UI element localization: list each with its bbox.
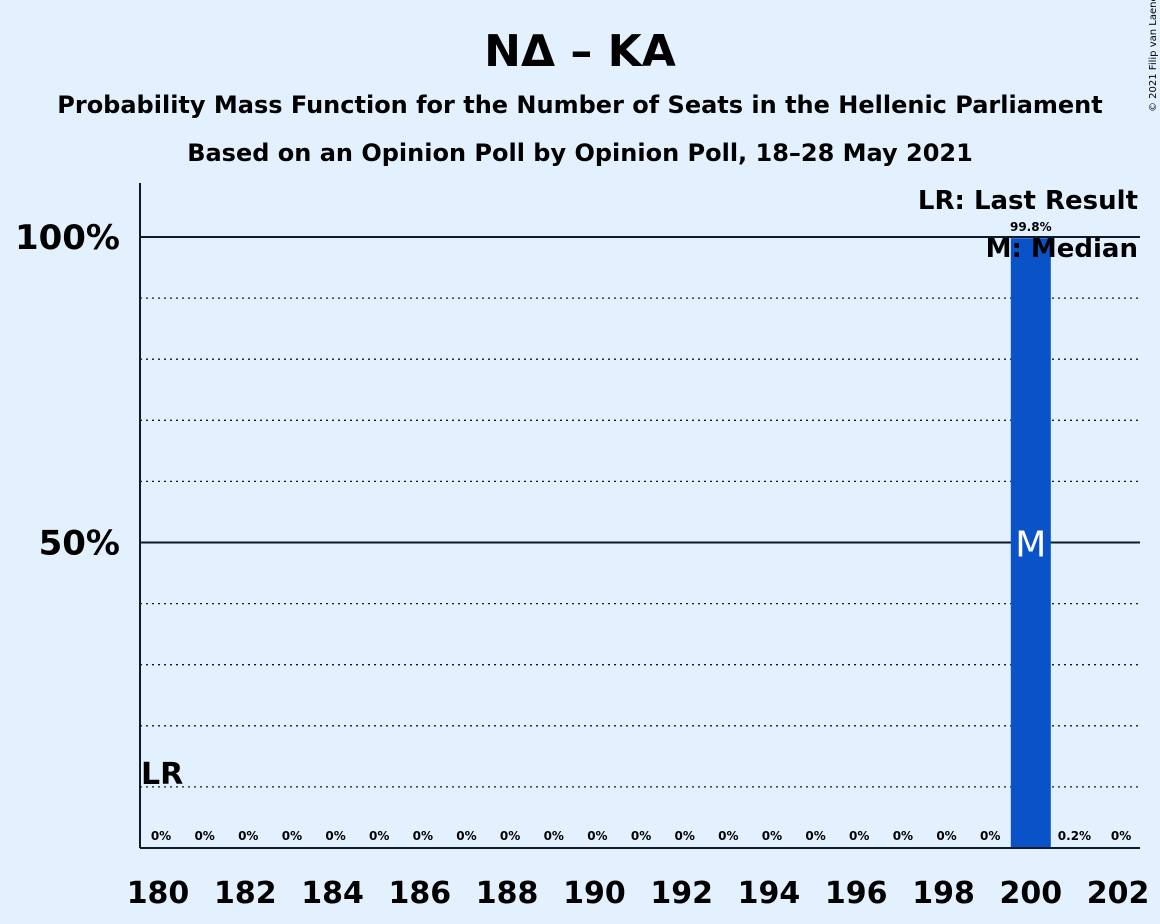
bar-label-193: 0% xyxy=(718,829,738,843)
bar-label-187: 0% xyxy=(456,829,476,843)
bar-label-180: 0% xyxy=(151,829,171,843)
bar-label-201: 0.2% xyxy=(1058,829,1091,843)
chart-source: Based on an Opinion Poll by Opinion Poll… xyxy=(187,139,973,167)
median-marker: M xyxy=(1015,525,1046,566)
bar-label-198: 0% xyxy=(936,829,956,843)
bar-label-194: 0% xyxy=(762,829,782,843)
bar-label-192: 0% xyxy=(674,829,694,843)
last-result-marker: LR xyxy=(141,757,183,792)
x-tick-label-190: 190 xyxy=(563,876,626,911)
chart-subtitle: Probability Mass Function for the Number… xyxy=(57,91,1102,119)
bar-label-182: 0% xyxy=(238,829,258,843)
x-axis-ticks: 180 182 184 186 188 190 192 194 196 198 200 202 xyxy=(127,876,1150,911)
x-tick-label-180: 180 xyxy=(127,876,190,911)
y-tick-label-50: 50% xyxy=(39,524,120,564)
bar-value-labels: 0% 0% 0% 0% 0% 0% 0% 0% 0% 0% 0% 0% 0% 0% 0% 0% 0% 0% 0% 0%… xyxy=(151,220,1131,843)
x-tick-label-198: 198 xyxy=(912,876,975,911)
bar-label-184: 0% xyxy=(325,829,345,843)
bar-label-195: 0% xyxy=(805,829,825,843)
bar-label-196: 0% xyxy=(849,829,869,843)
bar-label-191: 0% xyxy=(631,829,651,843)
bar-label-188: 0% xyxy=(500,829,520,843)
gridlines xyxy=(140,236,1140,788)
x-tick-label-188: 188 xyxy=(476,876,539,911)
x-tick-label-184: 184 xyxy=(301,876,364,911)
x-tick-label-182: 182 xyxy=(214,876,277,911)
x-tick-label-200: 200 xyxy=(999,876,1062,911)
x-tick-label-196: 196 xyxy=(825,876,888,911)
x-tick-label-192: 192 xyxy=(650,876,713,911)
bar-label-181: 0% xyxy=(194,829,214,843)
x-tick-label-194: 194 xyxy=(738,876,801,911)
bar-label-183: 0% xyxy=(282,829,302,843)
bar-200 xyxy=(1010,238,1051,849)
bar-label-190: 0% xyxy=(587,829,607,843)
x-tick-label-186: 186 xyxy=(389,876,452,911)
bar-label-200: 99.8% xyxy=(1010,220,1052,234)
bar-label-197: 0% xyxy=(893,829,913,843)
bar-label-189: 0% xyxy=(544,829,564,843)
y-tick-label-100: 100% xyxy=(15,218,120,258)
bar-label-185: 0% xyxy=(369,829,389,843)
bar-label-202: 0% xyxy=(1111,829,1131,843)
legend-median: M: Median xyxy=(986,234,1138,264)
copyright-notice: © 2021 Filip van Laenen xyxy=(1148,0,1159,112)
bar-label-199: 0% xyxy=(980,829,1000,843)
legend-last-result: LR: Last Result xyxy=(918,186,1138,216)
y-axis-ticks: 50% 100% xyxy=(15,218,120,564)
x-tick-label-202: 202 xyxy=(1087,876,1150,911)
bar-label-186: 0% xyxy=(413,829,433,843)
bars xyxy=(1010,238,1051,849)
chart-title: ΝΔ – ΚΑ xyxy=(484,26,676,77)
